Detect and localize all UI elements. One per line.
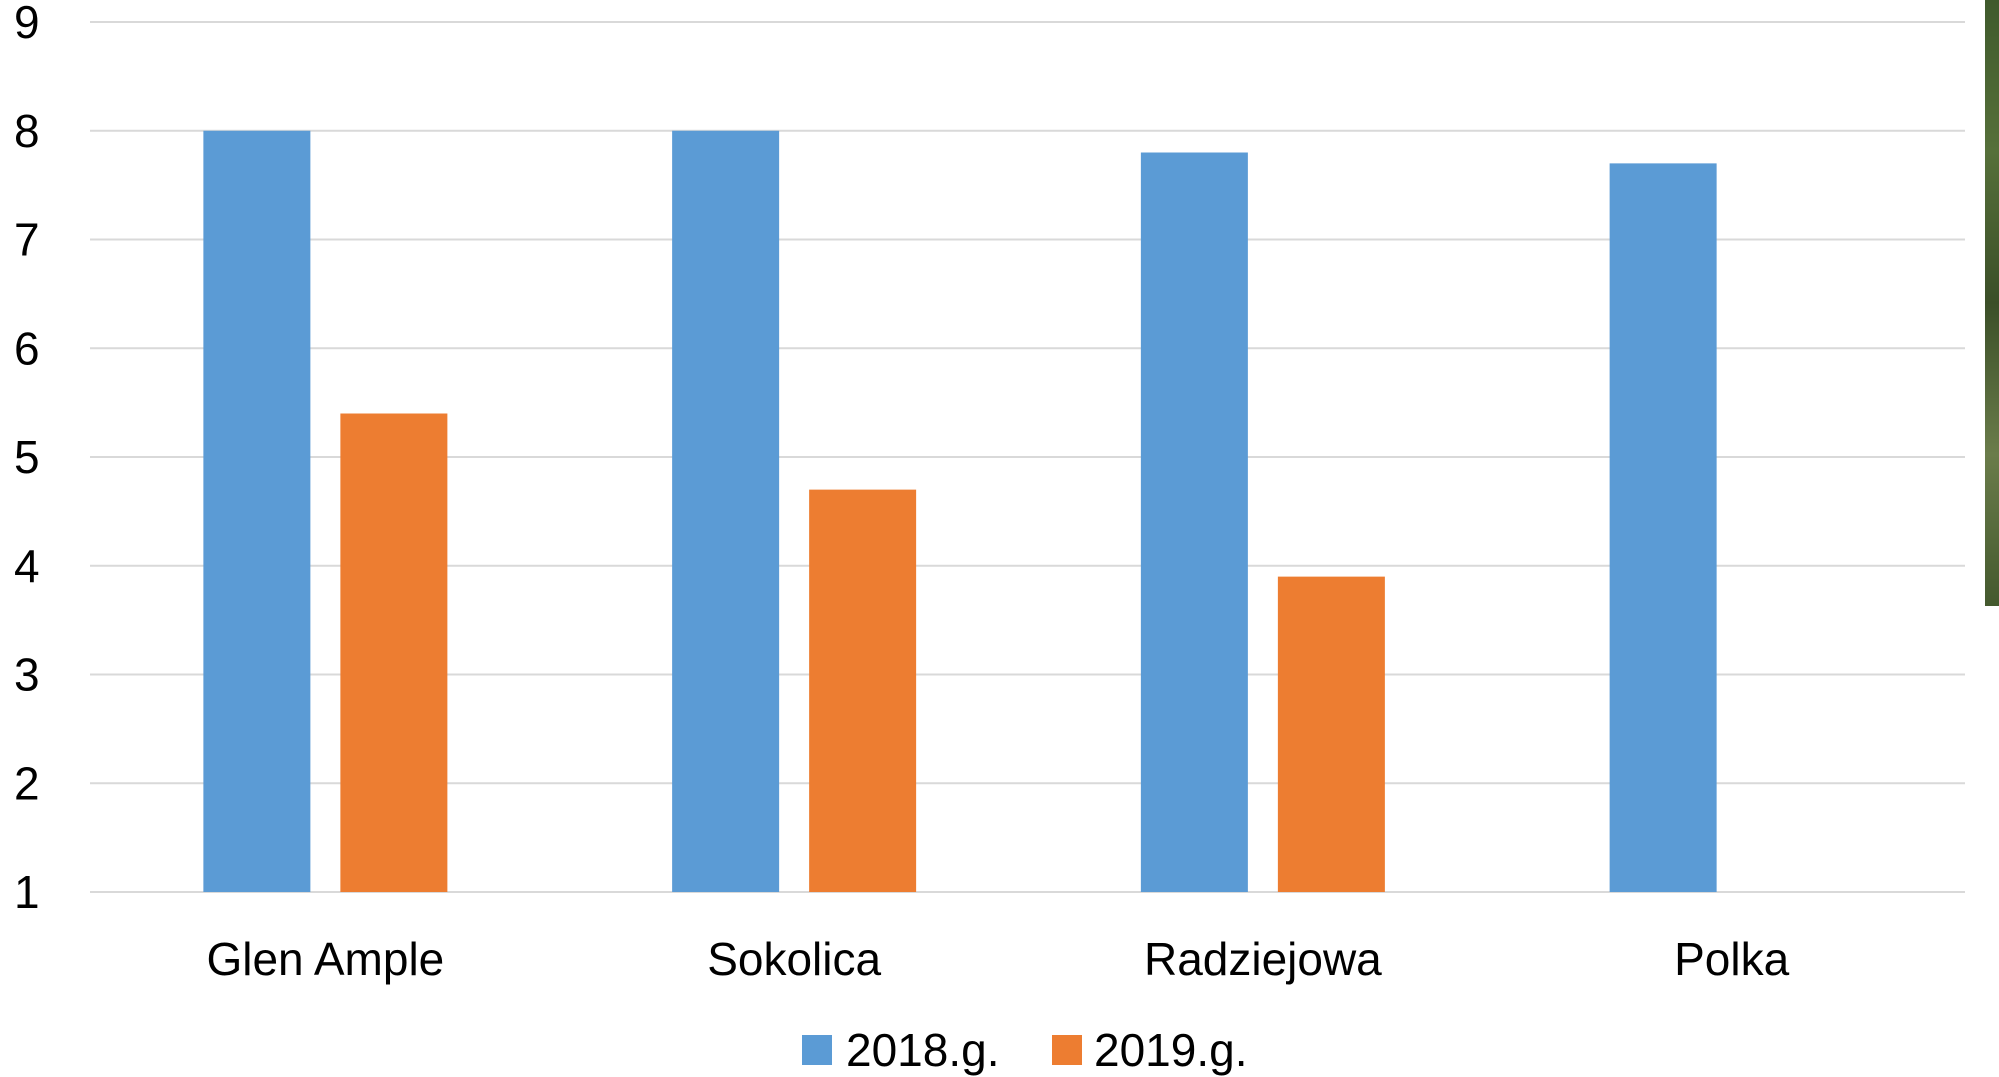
bar-glen-ample-2019g xyxy=(340,413,448,892)
y-tick-label-9: 9 xyxy=(14,0,40,48)
bars xyxy=(203,130,1717,892)
bar-sokolica-2018g xyxy=(672,130,780,892)
photo-edge-image xyxy=(1985,0,1999,606)
y-tick-label-4: 4 xyxy=(14,540,40,592)
bar-radziejowa-2018g xyxy=(1140,152,1248,892)
y-tick-label-2: 2 xyxy=(14,757,40,809)
x-axis: Glen Ample Sokolica Radziejowa Polka xyxy=(206,933,1789,985)
y-axis: 1 2 3 4 5 6 7 8 9 xyxy=(14,0,40,918)
x-tick-label-sokolica: Sokolica xyxy=(707,933,881,985)
bar-radziejowa-2019g xyxy=(1277,576,1385,892)
legend: 2018.g. 2019.g. xyxy=(802,1024,1247,1076)
x-tick-label-radziejowa: Radziejowa xyxy=(1144,933,1382,985)
x-tick-label-glen-ample: Glen Ample xyxy=(206,933,444,985)
y-tick-label-6: 6 xyxy=(14,322,40,374)
y-tick-label-7: 7 xyxy=(14,214,40,266)
x-tick-label-polka: Polka xyxy=(1674,933,1789,985)
legend-swatch-2019g xyxy=(1052,1035,1082,1065)
y-tick-label-3: 3 xyxy=(14,649,40,701)
bar-glen-ample-2018g xyxy=(203,130,311,892)
legend-label-2018g: 2018.g. xyxy=(846,1024,999,1076)
legend-label-2019g: 2019.g. xyxy=(1094,1024,1247,1076)
bar-sokolica-2019g xyxy=(809,489,917,892)
y-tick-label-8: 8 xyxy=(14,105,40,157)
y-tick-label-1: 1 xyxy=(14,866,40,918)
y-tick-label-5: 5 xyxy=(14,431,40,483)
legend-swatch-2018g xyxy=(802,1035,832,1065)
bar-polka-2018g xyxy=(1609,163,1717,892)
